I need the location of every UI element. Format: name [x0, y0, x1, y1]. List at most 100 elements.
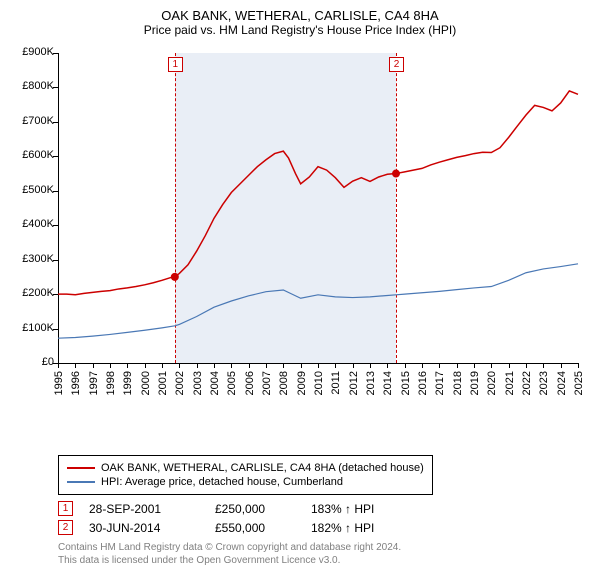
x-tick — [457, 363, 458, 368]
series-svg — [58, 53, 578, 363]
x-tick — [439, 363, 440, 368]
x-tick-label: 2013 — [365, 371, 377, 395]
x-tick — [491, 363, 492, 368]
y-tick-label: £600K — [12, 149, 54, 161]
x-tick-label: 1999 — [122, 371, 134, 395]
x-tick-label: 2004 — [209, 371, 221, 395]
legend-swatch — [67, 481, 95, 483]
x-tick-label: 2002 — [174, 371, 186, 395]
y-tick-label: £100K — [12, 322, 54, 334]
x-tick-label: 2018 — [452, 371, 464, 395]
x-tick-label: 2017 — [434, 371, 446, 395]
series-line — [58, 264, 578, 338]
x-tick — [509, 363, 510, 368]
chart-title: OAK BANK, WETHERAL, CARLISLE, CA4 8HA — [10, 8, 590, 23]
sale-row: 230-JUN-2014£550,000182% ↑ HPI — [58, 520, 590, 535]
y-tick-label: £200K — [12, 287, 54, 299]
x-tick-label: 2010 — [313, 371, 325, 395]
x-tick-label: 1995 — [53, 371, 65, 395]
x-tick-label: 2007 — [261, 371, 273, 395]
sale-point-marker — [392, 170, 400, 178]
x-tick-label: 2001 — [157, 371, 169, 395]
x-tick-label: 2020 — [486, 371, 498, 395]
x-tick — [387, 363, 388, 368]
event-marker-label: 1 — [168, 57, 183, 72]
legend-label: OAK BANK, WETHERAL, CARLISLE, CA4 8HA (d… — [101, 462, 424, 474]
x-tick-label: 2023 — [538, 371, 550, 395]
event-marker-label: 2 — [389, 57, 404, 72]
legend-row: HPI: Average price, detached house, Cumb… — [67, 476, 424, 488]
x-tick-label: 1998 — [105, 371, 117, 395]
x-tick — [110, 363, 111, 368]
x-tick-label: 2003 — [192, 371, 204, 395]
x-tick-label: 2011 — [330, 371, 342, 395]
x-tick — [58, 363, 59, 368]
sale-hpi: 183% ↑ HPI — [311, 502, 374, 516]
x-tick — [318, 363, 319, 368]
x-tick-label: 2015 — [400, 371, 412, 395]
x-tick — [162, 363, 163, 368]
sale-hpi: 182% ↑ HPI — [311, 521, 374, 535]
x-tick-label: 2005 — [226, 371, 238, 395]
x-tick-label: 2022 — [521, 371, 533, 395]
x-tick-label: 1996 — [70, 371, 82, 395]
x-tick-label: 2006 — [244, 371, 256, 395]
legend-row: OAK BANK, WETHERAL, CARLISLE, CA4 8HA (d… — [67, 462, 424, 474]
series-line — [58, 91, 578, 295]
x-tick — [561, 363, 562, 368]
x-tick — [179, 363, 180, 368]
footer-line-1: Contains HM Land Registry data © Crown c… — [58, 541, 590, 554]
x-tick — [266, 363, 267, 368]
sale-row: 1 28-SEP-2001 £250,000 183% ↑ HPI — [58, 501, 590, 516]
x-tick — [75, 363, 76, 368]
x-tick — [283, 363, 284, 368]
x-tick-label: 2021 — [504, 371, 516, 395]
x-tick — [127, 363, 128, 368]
y-tick-label: £700K — [12, 115, 54, 127]
plot-area: 12£0£100K£200K£300K£400K£500K£600K£700K£… — [58, 53, 578, 363]
sale-date: 30-JUN-2014 — [89, 521, 199, 535]
x-tick — [249, 363, 250, 368]
x-tick-label: 2016 — [417, 371, 429, 395]
chart-plot-wrap: 1 2 £0 £100K £200K £300K £400K £500K £600K £700K £… — [10, 41, 590, 411]
x-tick — [405, 363, 406, 368]
sale-date: 28-SEP-2001 — [89, 502, 199, 516]
x-tick — [93, 363, 94, 368]
sale-marker-box: 1 — [58, 501, 73, 516]
y-tick-label: £900K — [12, 46, 54, 58]
sale-point-marker — [171, 273, 179, 281]
x-tick — [145, 363, 146, 368]
x-tick — [353, 363, 354, 368]
x-tick — [578, 363, 579, 368]
y-tick-label: £0 — [12, 356, 54, 368]
sale-price: £250,000 — [215, 502, 295, 516]
x-tick-label: 2012 — [348, 371, 360, 395]
legend-swatch — [67, 467, 95, 469]
y-tick-label: £800K — [12, 80, 54, 92]
x-tick-label: 2009 — [296, 371, 308, 395]
x-tick — [370, 363, 371, 368]
x-tick-label: 2000 — [140, 371, 152, 395]
x-tick-label: 2014 — [382, 371, 394, 395]
chart-container: OAK BANK, WETHERAL, CARLISLE, CA4 8HA Pr… — [0, 0, 600, 560]
x-tick — [231, 363, 232, 368]
x-tick-label: 2024 — [556, 371, 568, 395]
x-tick-label: 1997 — [88, 371, 100, 395]
y-tick-label: £300K — [12, 253, 54, 265]
legend-box: OAK BANK, WETHERAL, CARLISLE, CA4 8HA (d… — [58, 455, 433, 495]
footer-line-2: This data is licensed under the Open Gov… — [58, 554, 590, 567]
footer-attribution: Contains HM Land Registry data © Crown c… — [58, 541, 590, 567]
x-tick — [474, 363, 475, 368]
x-tick-label: 2008 — [278, 371, 290, 395]
legend-label: HPI: Average price, detached house, Cumb… — [101, 476, 343, 488]
x-tick — [526, 363, 527, 368]
chart-subtitle: Price paid vs. HM Land Registry's House … — [10, 23, 590, 37]
x-tick-label: 2025 — [573, 371, 585, 395]
y-tick-label: £500K — [12, 184, 54, 196]
x-tick — [214, 363, 215, 368]
sales-block: 1 28-SEP-2001 £250,000 183% ↑ HPI 230-JUN-20… — [58, 501, 590, 535]
x-tick — [301, 363, 302, 368]
x-tick-label: 2019 — [469, 371, 481, 395]
x-tick — [335, 363, 336, 368]
y-tick-label: £400K — [12, 218, 54, 230]
